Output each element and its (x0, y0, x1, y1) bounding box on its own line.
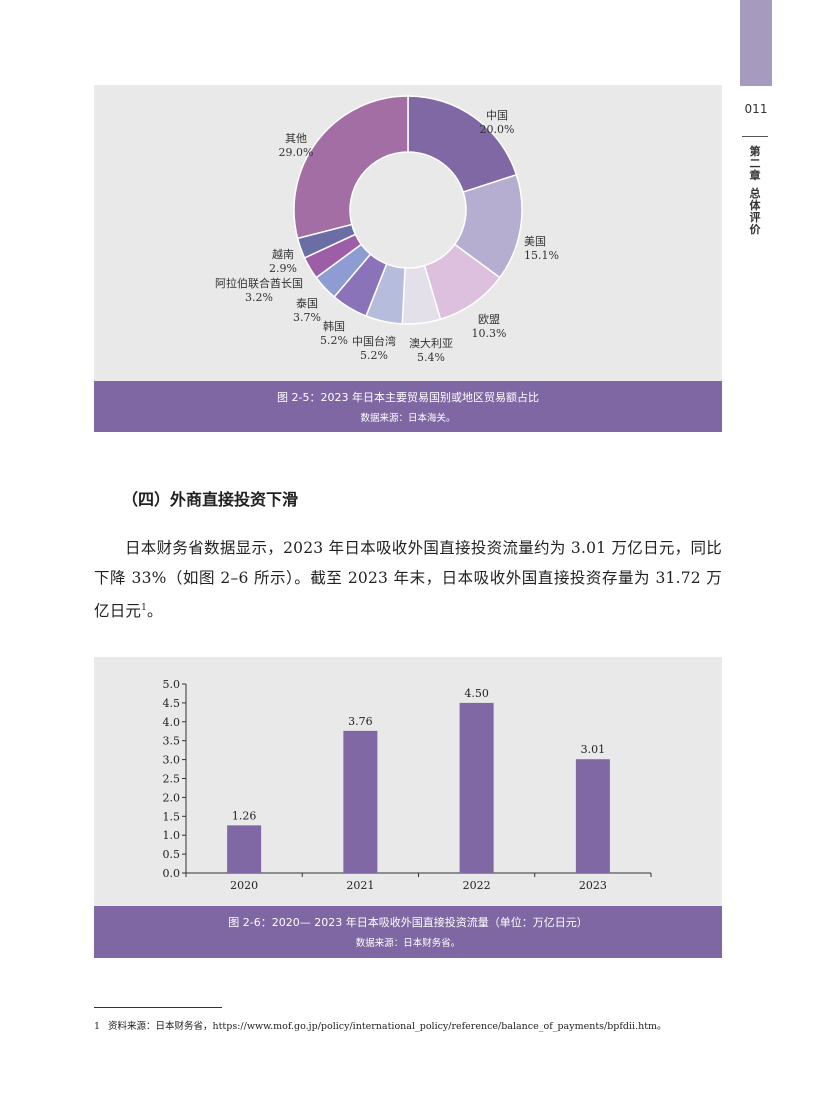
slice-label: 其他 (285, 132, 307, 145)
y-tick-label: 1.0 (163, 829, 181, 842)
paragraph-end: 。 (147, 602, 163, 621)
slice-label: 阿拉伯联合酋长国 (215, 276, 303, 290)
footnote-divider (94, 1007, 222, 1008)
y-tick-label: 3.0 (163, 754, 181, 767)
slice-value: 10.3% (472, 327, 507, 340)
body-paragraph: 日本财务省数据显示，2023 年日本吸收外国直接投资流量约为 3.01 万亿日元… (94, 533, 722, 626)
footnote: 1 资料来源：日本财务省，https://www.mof.go.jp/policy… (94, 1018, 734, 1032)
slice-label: 越南 (272, 247, 294, 261)
footnote-text: 资料来源：日本财务省，https://www.mof.go.jp/policy/… (108, 1021, 667, 1032)
slice-label: 美国 (524, 235, 546, 248)
slice-label: 欧盟 (478, 313, 500, 326)
bar-chart-panel: 0.0 0.5 1.0 1.5 2.0 2.5 3.0 3.5 4.0 4.5 5.0 1.26 202… (94, 657, 722, 906)
section-heading: （四）外商直接投资下滑 (122, 490, 299, 509)
y-tick-label: 2.5 (163, 773, 181, 786)
side-divider (742, 136, 768, 137)
bar-value-label: 3.76 (348, 715, 373, 728)
bar-value-label: 4.50 (464, 687, 489, 700)
figure1-source: 数据来源：日本海关。 (360, 413, 456, 424)
y-tick-label: 4.5 (163, 697, 181, 710)
bar-value-label: 1.26 (232, 809, 257, 822)
slice-label: 中国 (486, 109, 508, 122)
slice-value: 5.4% (417, 351, 445, 364)
y-tick-label: 0.0 (163, 867, 181, 880)
slice-value: 5.2% (320, 334, 348, 347)
chapter-label: 第二章 总体评价 (747, 146, 763, 236)
bar (459, 702, 494, 873)
slice-value: 3.7% (293, 311, 321, 324)
slice-label: 韩国 (323, 319, 345, 333)
chapter-tab (740, 0, 772, 86)
figure2-caption: 图 2-6：2020— 2023 年日本吸收外国直接投资流量（单位：万亿日元） … (94, 906, 722, 958)
donut-slice (293, 95, 409, 240)
x-tick-label: 2020 (230, 879, 258, 892)
footnote-ref: 1 (141, 603, 148, 613)
donut-chart: 中国20.0%美国15.1%欧盟10.3%澳大利亚5.4%中国台湾5.2%韩国5… (215, 95, 559, 364)
y-tick-label: 3.5 (163, 735, 181, 748)
bar (575, 759, 610, 873)
y-tick-label: 5.0 (163, 678, 181, 691)
x-tick-label: 2022 (463, 879, 491, 892)
figure1-title: 图 2-5：2023 年日本主要贸易国别或地区贸易额占比 (277, 391, 539, 404)
slice-value: 20.0% (480, 123, 515, 136)
figure1-caption: 图 2-5：2023 年日本主要贸易国别或地区贸易额占比 数据来源：日本海关。 (94, 381, 722, 432)
y-tick-label: 4.0 (163, 716, 181, 729)
page-number: 011 (744, 102, 768, 116)
chapter-number: 第二章 (749, 145, 761, 182)
x-tick-label: 2023 (579, 879, 607, 892)
figure2-title: 图 2-6：2020— 2023 年日本吸收外国直接投资流量（单位：万亿日元） (228, 916, 588, 929)
slice-value: 15.1% (524, 249, 559, 262)
y-tick-label: 0.5 (163, 848, 181, 861)
bar-chart: 0.0 0.5 1.0 1.5 2.0 2.5 3.0 3.5 4.0 4.5 5.0 1.26 202… (163, 678, 652, 892)
donut-chart-panel: 中国 20.0% 美国 15.1% 欧盟 10.3% 澳大利亚 5.4% 中国台湾 5.2% 韩国 5… (94, 85, 722, 381)
y-tick-label: 1.5 (163, 810, 181, 823)
figure2-source: 数据来源：日本财务省。 (355, 938, 461, 949)
donut-slice (407, 95, 518, 194)
bar (227, 825, 262, 873)
bar-value-label: 3.01 (581, 743, 606, 756)
slice-label: 中国台湾 (352, 334, 396, 348)
y-tick-label: 2.0 (163, 791, 181, 804)
chapter-title: 总体评价 (749, 187, 761, 236)
paragraph-text: 日本财务省数据显示，2023 年日本吸收外国直接投资流量约为 3.01 万亿日元… (94, 539, 722, 621)
slice-value: 3.2% (245, 291, 273, 304)
slice-value: 5.2% (360, 349, 388, 362)
x-tick-label: 2021 (346, 879, 374, 892)
slice-label: 泰国 (296, 296, 318, 310)
slice-label: 澳大利亚 (409, 336, 453, 350)
slice-value: 29.0% (279, 146, 314, 159)
slice-value: 2.9% (269, 262, 297, 275)
bar (343, 730, 378, 873)
footnote-number: 1 (94, 1021, 101, 1032)
